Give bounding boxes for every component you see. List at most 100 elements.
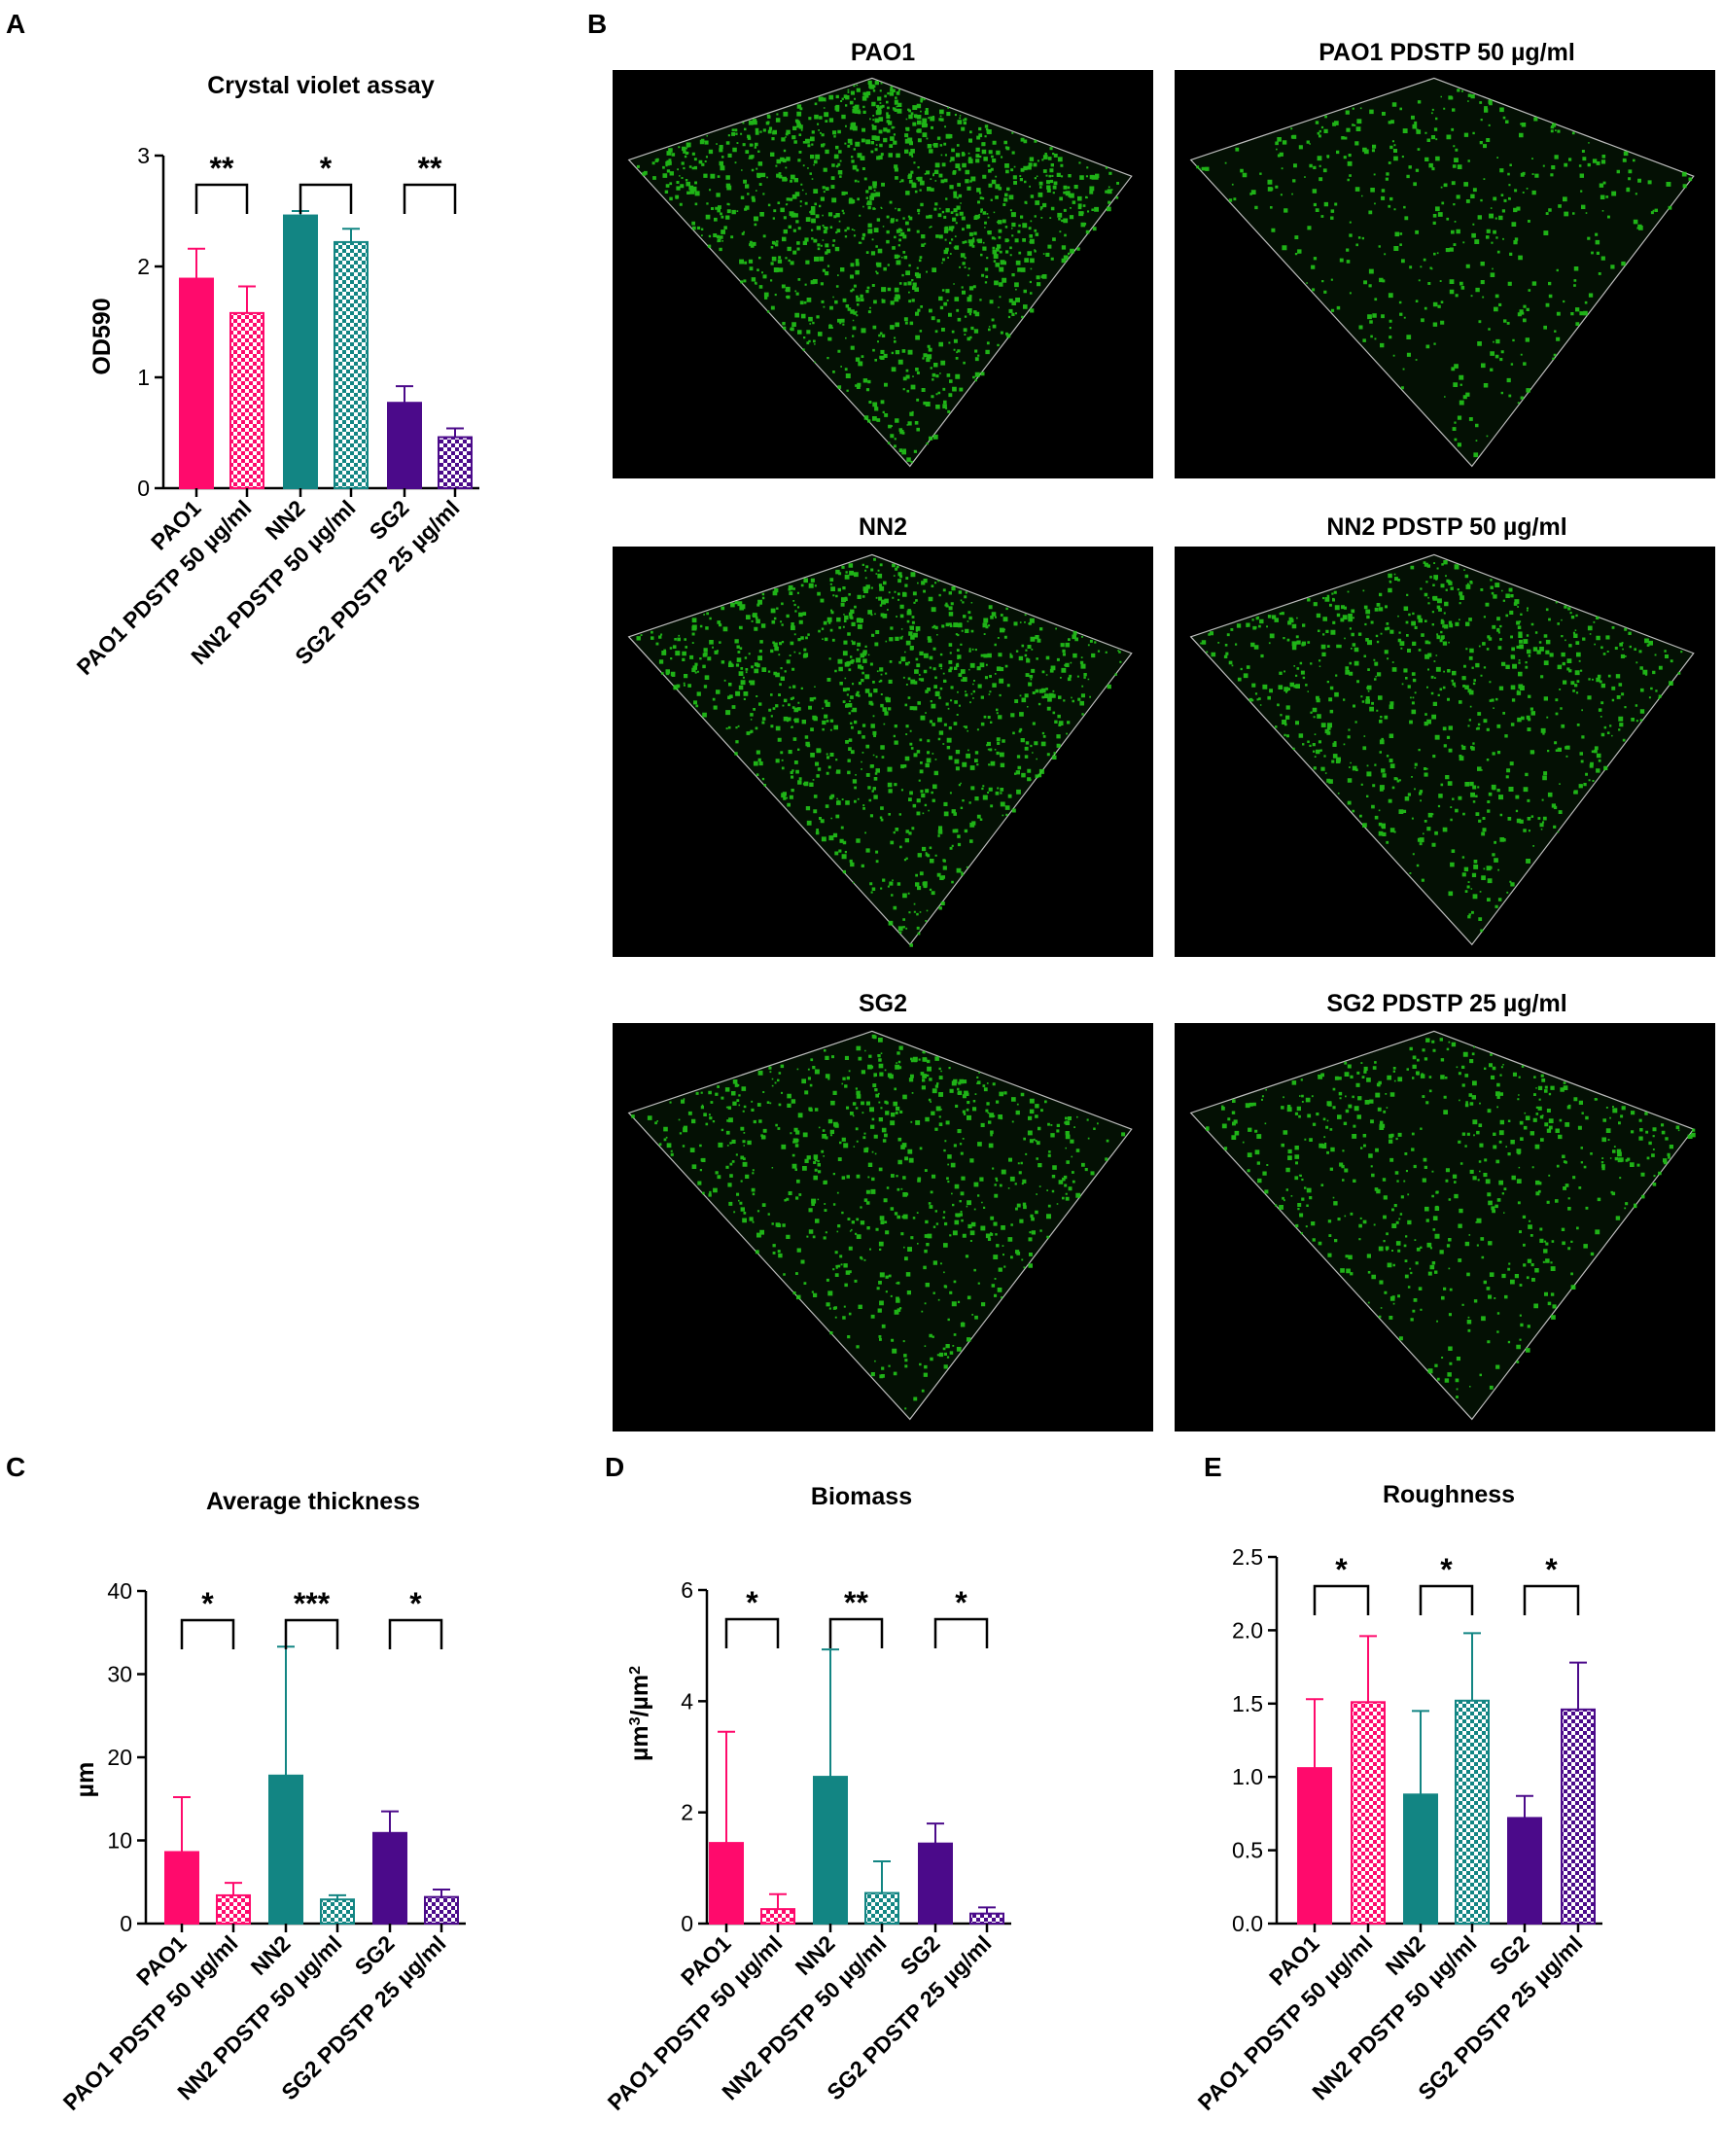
significance-label: * (320, 151, 333, 186)
y-tick-label: 1 (137, 365, 150, 390)
biofilm-speckle (1206, 1038, 1696, 1398)
chart-a-ylabel: OD590 (88, 298, 116, 374)
chart-c-title: Average thickness (206, 1488, 420, 1515)
chart-d-title: Biomass (811, 1483, 912, 1510)
significance-label: * (201, 1586, 214, 1621)
bar-2 (813, 1776, 848, 1925)
y-tick-label: 40 (107, 1578, 132, 1604)
bar-3 (1455, 1699, 1490, 1926)
bar-5 (969, 1912, 1004, 1925)
bar-5 (1561, 1708, 1596, 1926)
image-volume-outline (1189, 553, 1695, 946)
significance-label: * (746, 1585, 758, 1620)
significance-bracket (403, 183, 457, 214)
biofilm-image-sg2 (613, 1023, 1153, 1431)
image-title-sg2-pdstp: SG2 PDSTP 25 µg/ml (1326, 990, 1566, 1017)
biofilm-image-pao1-pdstp (1175, 70, 1715, 478)
chart-e-title: Roughness (1383, 1481, 1515, 1508)
chart-d-ylabel: µm3/µm2 (626, 1666, 653, 1761)
biofilm-image-nn2 (613, 547, 1153, 957)
significance-bracket (933, 1617, 989, 1648)
y-tick-label: 0.5 (1232, 1838, 1263, 1863)
y-tick-label: 6 (681, 1577, 693, 1603)
significance-bracket (284, 1618, 339, 1649)
y-tick-label: 10 (107, 1828, 132, 1854)
bar-1 (229, 311, 264, 489)
microscopy-images (613, 70, 1715, 1431)
significance-bracket (1313, 1584, 1370, 1615)
significance-bracket (388, 1618, 443, 1649)
bar-3 (864, 1891, 899, 1926)
panel-letter-d: D (605, 1452, 624, 1482)
bar-4 (387, 402, 422, 489)
bar-0 (164, 1851, 199, 1925)
y-tick-label: 3 (137, 143, 150, 168)
bar-2 (283, 214, 318, 489)
significance-bracket (180, 1618, 235, 1649)
y-tick-label: 1.0 (1232, 1764, 1263, 1789)
significance-bracket (1419, 1584, 1474, 1615)
significance-label: *** (294, 1586, 331, 1621)
panel-letter-b: B (587, 9, 607, 39)
image-title-nn2: NN2 (859, 513, 907, 541)
y-tick-label: 1.5 (1232, 1691, 1263, 1716)
y-tick-label: 2 (137, 254, 150, 279)
significance-label: ** (844, 1585, 868, 1620)
y-tick-label: 20 (107, 1745, 132, 1770)
bar-1 (216, 1893, 251, 1926)
y-tick-label: 2.5 (1232, 1544, 1263, 1570)
significance-label: ** (210, 151, 234, 186)
bar-5 (438, 436, 473, 489)
biofilm-speckle (636, 80, 1119, 464)
biofilm-speckle (1196, 88, 1693, 458)
significance-label: * (1440, 1552, 1453, 1587)
bar-3 (320, 1898, 355, 1925)
y-tick-label: 30 (107, 1662, 132, 1687)
image-volume-outline (627, 1030, 1133, 1421)
image-title-sg2: SG2 (859, 990, 907, 1017)
bar-0 (709, 1842, 744, 1925)
y-tick-label: 4 (681, 1688, 693, 1714)
significance-bracket (1523, 1584, 1580, 1615)
image-title-pao1: PAO1 (851, 39, 915, 66)
bar-0 (1297, 1767, 1332, 1925)
significance-label: * (409, 1586, 422, 1621)
bar-2 (268, 1774, 303, 1926)
biofilm-image-nn2-pdstp (1175, 547, 1715, 957)
bar-3 (334, 240, 369, 489)
biofilm-image-sg2-pdstp (1175, 1023, 1715, 1431)
significance-bracket (828, 1617, 884, 1648)
bar-2 (1403, 1793, 1438, 1926)
bar-1 (1351, 1701, 1386, 1925)
panel-letter-c: C (6, 1452, 25, 1482)
chart-a-title: Crystal violet assay (207, 72, 435, 99)
image-volume-outline (1189, 77, 1695, 468)
image-title-pao1-pdstp: PAO1 PDSTP 50 µg/ml (1319, 39, 1575, 66)
bar-5 (424, 1895, 459, 1926)
significance-label: * (1545, 1552, 1558, 1587)
biofilm-speckle (636, 557, 1122, 947)
significance-bracket (194, 183, 249, 214)
significance-label: ** (418, 151, 442, 186)
bar-4 (1507, 1817, 1542, 1925)
y-tick-label: 2.0 (1232, 1617, 1263, 1643)
biofilm-speckle (1200, 560, 1683, 933)
panel-letter-e: E (1204, 1452, 1222, 1482)
bar-4 (918, 1842, 953, 1926)
significance-label: * (1335, 1552, 1348, 1587)
significance-bracket (724, 1617, 780, 1648)
y-tick-label: 0 (137, 476, 150, 501)
image-volume-outline (627, 77, 1133, 468)
image-volume-outline (627, 553, 1133, 946)
chart-c-ylabel: µm (72, 1762, 99, 1798)
bar-0 (179, 277, 214, 490)
y-tick-label: 2 (681, 1800, 693, 1825)
significance-bracket (299, 183, 353, 214)
significance-label: * (955, 1585, 967, 1620)
y-tick-label: 0 (681, 1911, 693, 1936)
